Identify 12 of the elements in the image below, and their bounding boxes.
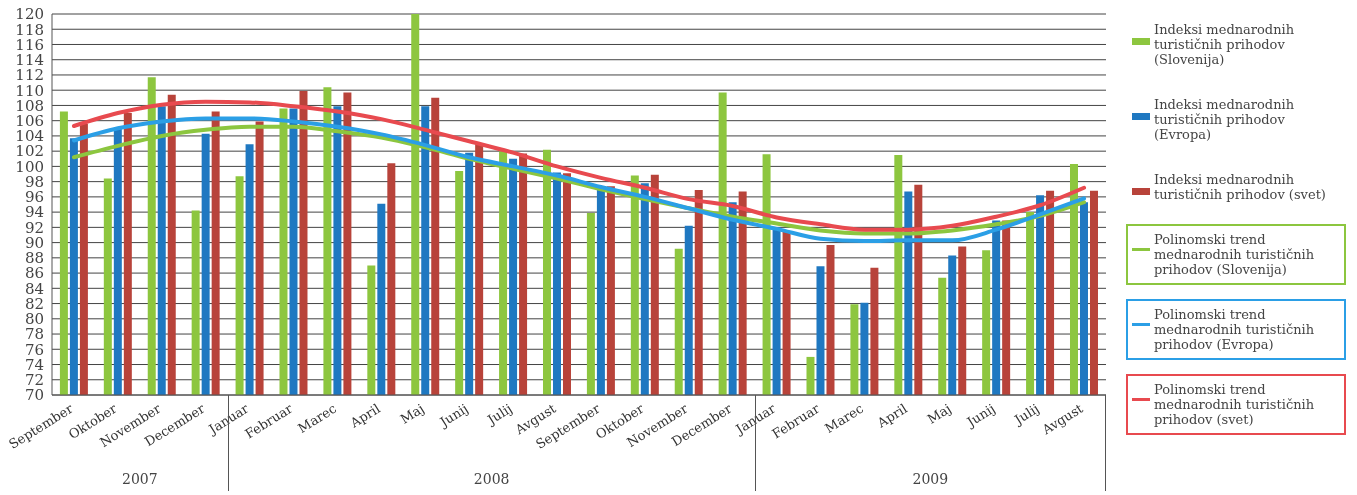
legend-label: Polinomski trend mednarodnih turističnih prihodov (Evropa) (1154, 307, 1316, 352)
text: 2009 (911, 471, 950, 487)
legend-label: Indeksi mednarodnih turističnih prihodov (Slovenija) (1154, 22, 1296, 67)
line-series (71, 99, 1087, 232)
legend-label: Polinomski trend mednarodnih turističnih prihodov (svet) (1154, 382, 1316, 427)
text: 2008 (472, 471, 511, 487)
text: 2007 (121, 471, 159, 487)
legend-label: Polinomski trend mednarodnih turističnih prihodov (Slovenija) (1154, 232, 1316, 277)
x-tick-label: Maj (397, 400, 427, 427)
legend-label: Indeksi mednarodnih turističnih prihodov (svet) (1154, 172, 1327, 202)
x-tick-label: Maj (924, 400, 954, 427)
legend-label: Indeksi mednarodnih turističnih prihodov (Evropa) (1154, 97, 1296, 142)
